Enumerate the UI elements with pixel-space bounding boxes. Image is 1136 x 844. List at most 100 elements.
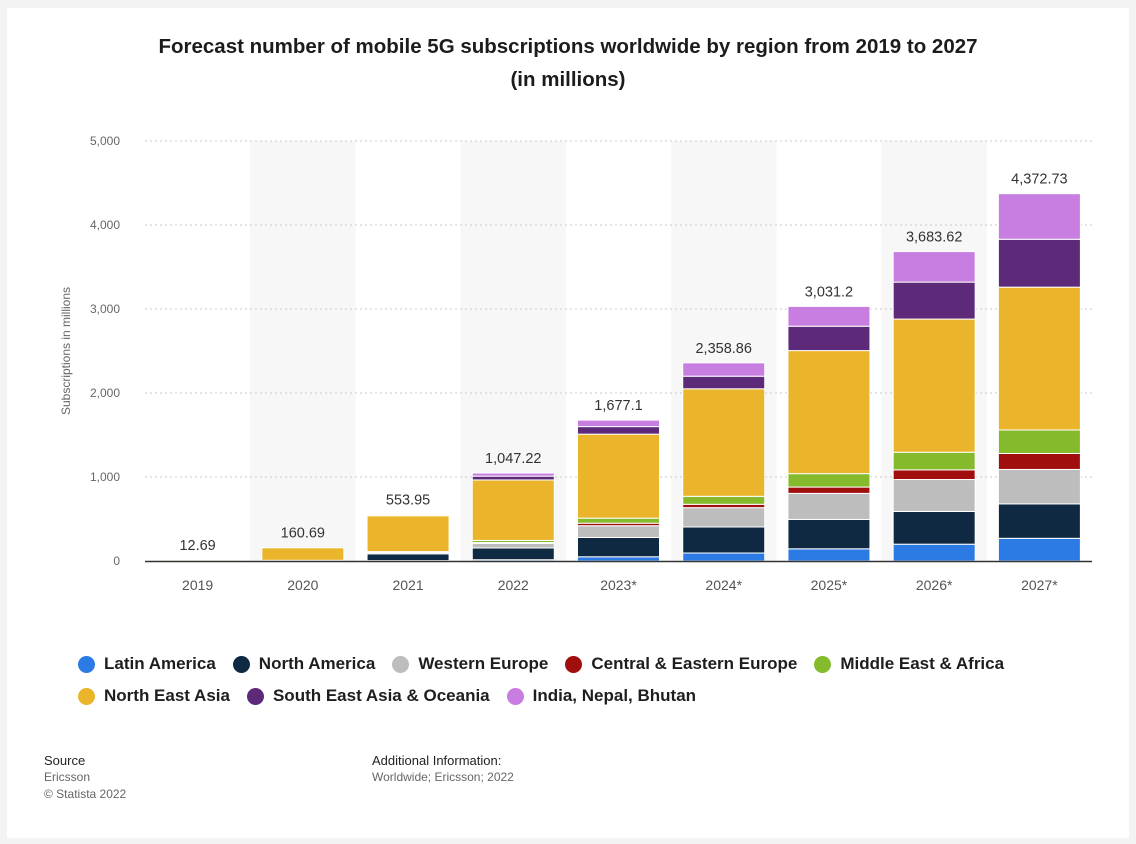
bar-segment	[577, 426, 660, 435]
y-tick-label: 3,000	[90, 302, 120, 316]
additional-info-block: Additional Information: Worldwide; Erics…	[372, 752, 514, 786]
legend-swatch	[506, 687, 524, 705]
additional-info-heading: Additional Information:	[372, 753, 502, 768]
bar-segment	[577, 517, 660, 524]
y-tick-label: 2,000	[90, 386, 120, 400]
chart-title-line-1: Forecast number of mobile 5G subscriptio…	[158, 35, 978, 58]
bar-segment	[892, 469, 976, 481]
legend-item[interactable]: Western Europe	[392, 654, 548, 674]
bar-segment	[997, 429, 1081, 454]
legend-label: North East Asia	[104, 686, 230, 705]
source-block: Source Ericsson © Statista 2022	[44, 752, 126, 803]
legend-row: North East Asia South East Asia & Oceania…	[78, 680, 1118, 712]
source-name: Ericsson	[44, 770, 91, 784]
y-tick-label: 0	[113, 554, 120, 568]
bar-segment	[682, 552, 766, 562]
bar-segment	[787, 350, 871, 475]
bar-segment	[261, 547, 345, 561]
legend-item[interactable]: Central & Eastern Europe	[565, 654, 797, 674]
bar-segment	[997, 537, 1081, 562]
bar-segment	[997, 452, 1081, 470]
legend-item[interactable]: India, Nepal, Bhutan	[506, 686, 697, 706]
bar-segment	[366, 515, 450, 553]
y-tick-label: 1,000	[90, 470, 120, 484]
bar-segment	[997, 468, 1081, 505]
bar-segment	[892, 479, 976, 512]
bar-segment	[471, 472, 555, 477]
legend-label: Middle East & Africa	[840, 654, 1005, 673]
chart-title: Forecast number of mobile 5G subscriptio…	[0, 30, 1136, 96]
bar-segment	[892, 251, 976, 283]
legend-swatch	[246, 687, 264, 705]
legend-item[interactable]: Latin America	[78, 654, 216, 674]
legend-label: South East Asia & Oceania	[272, 686, 490, 705]
bar-segment	[366, 553, 450, 562]
bar-segment	[471, 479, 555, 541]
legend-label: Central & Eastern Europe	[591, 654, 798, 673]
bar-segment	[787, 325, 871, 352]
x-tick-label: 2021	[392, 577, 423, 593]
bar-segment	[577, 525, 660, 538]
bar-segment	[997, 503, 1081, 539]
bar-segment	[892, 451, 976, 471]
bar-segment	[471, 475, 555, 481]
legend-label: Western Europe	[418, 654, 549, 673]
x-tick-label: 2019	[182, 577, 213, 593]
legend-item[interactable]: North East Asia	[78, 686, 230, 706]
x-tick-label: 2025*	[811, 577, 848, 593]
bar-segment	[682, 362, 766, 377]
x-tick-label: 2024*	[705, 577, 742, 593]
bar-segment	[997, 238, 1081, 288]
bar-segment	[682, 507, 766, 528]
legend-swatch	[392, 655, 410, 673]
bar-total-label: 553.95	[386, 492, 430, 508]
bar-total-label: 3,683.62	[906, 230, 962, 246]
legend-swatch	[78, 687, 95, 705]
bar-segment	[577, 536, 660, 558]
chart-title-line-2: (in millions)	[510, 68, 626, 91]
legend-swatch	[232, 655, 250, 673]
bar-segment	[682, 495, 766, 505]
bar-segment	[787, 473, 871, 488]
legend-label: Latin America	[104, 654, 216, 673]
bar-segment	[577, 419, 660, 428]
legend-swatch	[814, 655, 832, 673]
x-tick-label: 2027*	[1021, 577, 1058, 593]
bar-segment	[787, 492, 871, 520]
bar-segment	[577, 556, 660, 562]
y-tick-label: 5,000	[90, 134, 120, 148]
legend-swatch	[78, 655, 95, 673]
chart-legend: Latin America North America Western Europe…	[78, 648, 1118, 712]
legend-item[interactable]: Middle East & Africa	[814, 654, 1004, 674]
bar-segment	[471, 542, 555, 549]
bar-segment	[787, 486, 871, 494]
legend-item[interactable]: South East Asia & Oceania	[246, 686, 490, 706]
bar-segment	[577, 433, 660, 519]
stacked-bar-chart: 0 1,000 2,000 3,000 4,000 5,000 Subscriptions …	[59, 134, 1092, 593]
legend-swatch	[565, 655, 583, 673]
bar-segment	[682, 503, 766, 509]
bar-total-label: 12.69	[179, 538, 215, 554]
bar-total-label: 1,677.1	[594, 398, 642, 414]
band-shade	[250, 141, 356, 561]
copyright-text: © Statista 2022	[44, 787, 127, 801]
legend-item[interactable]: North America	[232, 654, 375, 674]
bar-segment	[997, 193, 1081, 240]
x-tick-label: 2023*	[600, 577, 637, 593]
bar-segment	[787, 518, 871, 550]
x-tick-label: 2026*	[916, 577, 953, 593]
y-axis-label: Subscriptions in millions	[59, 287, 73, 415]
bar-segment	[787, 305, 871, 327]
legend-label: India, Nepal, Bhutan	[532, 686, 697, 705]
additional-info-text: Worldwide; Ericsson; 2022	[372, 770, 514, 784]
bar-total-label: 4,372.73	[1011, 172, 1067, 188]
y-tick-label: 4,000	[90, 218, 120, 232]
bar-segment	[892, 281, 976, 320]
bar-total-label: 1,047.22	[485, 451, 541, 467]
bar-segment	[682, 526, 766, 554]
bar-segment	[997, 286, 1081, 431]
legend-row: Latin America North America Western Europe…	[78, 648, 1118, 680]
bar-segment	[682, 375, 766, 390]
source-heading: Source	[44, 753, 86, 768]
bar-segment	[892, 543, 976, 562]
